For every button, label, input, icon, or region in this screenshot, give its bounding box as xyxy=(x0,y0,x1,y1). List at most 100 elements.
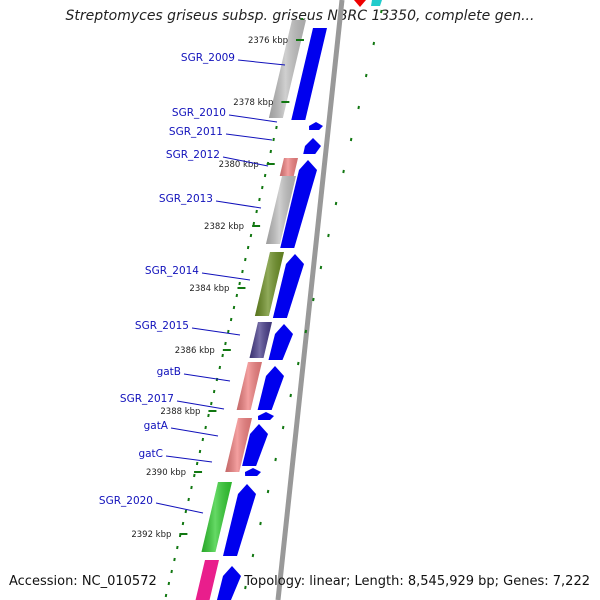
scale-tick-label: 2382 kbp xyxy=(204,222,244,232)
gene-leader-line xyxy=(201,272,251,281)
gene-label: SGR_2013 xyxy=(159,193,213,205)
gene-block-shade xyxy=(279,158,298,176)
gene-leader-line xyxy=(170,427,219,437)
scale-tick-label: 2378 kbp xyxy=(233,98,273,108)
gene-leader-line xyxy=(222,156,269,167)
forward-arrow xyxy=(223,484,256,556)
ruler-dot xyxy=(164,593,168,598)
outer-track-dot xyxy=(372,41,376,46)
outer-track-dot xyxy=(281,425,285,430)
ruler-dot xyxy=(249,233,253,238)
ruler-dot xyxy=(229,317,233,322)
topology-text: Topology: linear; Length: 8,545,929 bp; … xyxy=(244,574,590,589)
gene-leader-line xyxy=(228,114,278,123)
scale-tick-label: 2388 kbp xyxy=(160,407,200,417)
ruler-dot xyxy=(272,137,275,142)
outer-track-dot xyxy=(266,489,270,494)
forward-arrow xyxy=(257,366,284,410)
outer-track-dot xyxy=(304,329,308,334)
gene-leader-line xyxy=(225,133,273,141)
forward-arrow xyxy=(280,160,317,248)
ruler-dot xyxy=(258,197,261,202)
gene-label: SGR_2011 xyxy=(169,126,223,138)
ruler-dot xyxy=(204,425,207,430)
ruler-dot xyxy=(207,413,210,418)
gene-label: SGR_2020 xyxy=(99,495,153,507)
scale-tick-label: 2392 kbp xyxy=(131,530,171,540)
genome-title: Streptomyces griseus subsp. griseus NBRC… xyxy=(65,8,535,24)
gene-label: gatA xyxy=(144,420,169,432)
ruler-dot xyxy=(241,269,244,274)
gene-block xyxy=(195,560,219,600)
forward-arrow xyxy=(291,28,327,120)
outer-track-dot xyxy=(274,457,277,462)
gene-leader-line xyxy=(215,200,262,209)
outer-track-dot xyxy=(334,201,338,206)
top-feature-cyan xyxy=(371,0,382,6)
ruler-dot xyxy=(173,557,176,562)
gene-label: SGR_2017 xyxy=(120,393,174,405)
forward-arrow xyxy=(309,122,323,130)
gene-label: gatB xyxy=(157,366,181,378)
ruler-dot xyxy=(224,341,227,346)
outer-track-dot xyxy=(312,297,315,302)
ruler-dot xyxy=(255,209,258,214)
ruler-dot xyxy=(198,449,202,454)
outer-track-dot xyxy=(380,9,383,14)
gene-label: SGR_2015 xyxy=(135,320,189,332)
ruler-dot xyxy=(227,329,230,334)
gene-label: SGR_2014 xyxy=(145,265,199,277)
gene-label: gatC xyxy=(138,448,163,460)
gene-leader-line xyxy=(191,327,241,336)
scale-tick-label: 2384 kbp xyxy=(189,284,229,294)
scale-tick-label: 2390 kbp xyxy=(146,468,186,478)
ruler-dot xyxy=(184,509,188,514)
scale-tick-label: 2380 kbp xyxy=(219,160,259,170)
ruler-dot xyxy=(244,257,247,262)
gene-label: SGR_2012 xyxy=(166,149,220,161)
scale-tick-label: 2376 kbp xyxy=(248,36,288,46)
ruler-dot xyxy=(170,569,173,574)
outer-track-dot xyxy=(251,553,255,558)
top-feature-red xyxy=(354,0,366,7)
gene-leader-line xyxy=(237,59,286,66)
outer-track-dot xyxy=(349,137,353,142)
ruler-dot xyxy=(221,353,224,358)
ruler-dot xyxy=(275,125,278,130)
outer-track-dot xyxy=(319,265,323,270)
forward-arrow xyxy=(303,138,321,154)
gene-leader-line xyxy=(165,455,213,463)
outer-track-dot xyxy=(342,169,345,174)
gene-block-shade xyxy=(236,362,262,410)
gene-block-shade xyxy=(254,252,284,316)
accession-text: Accession: NC_010572 xyxy=(9,574,157,589)
scale-tick-label: 2386 kbp xyxy=(175,346,215,356)
gene-block-shade xyxy=(225,418,252,472)
ruler-dot xyxy=(201,437,205,442)
ruler-dot xyxy=(232,305,236,310)
backbone-line xyxy=(275,0,345,600)
ruler-dot xyxy=(246,245,250,250)
ruler-dot xyxy=(218,365,222,370)
forward-arrow xyxy=(245,468,261,476)
ruler-dot xyxy=(252,221,256,226)
ruler-dot xyxy=(261,185,264,190)
ruler-dot xyxy=(269,149,273,154)
ruler-dot xyxy=(193,473,196,478)
forward-arrow xyxy=(258,412,274,420)
ruler-dot xyxy=(176,545,179,550)
outer-track-dot xyxy=(259,521,262,526)
gene-leader-line xyxy=(183,373,231,382)
ruler-dot xyxy=(212,389,216,394)
ruler-dot xyxy=(238,281,241,286)
gene-leader-line xyxy=(176,400,225,410)
ruler-dot xyxy=(235,293,239,298)
ruler-dot xyxy=(190,485,193,490)
forward-arrow xyxy=(268,324,293,360)
gene-label: SGR_2010 xyxy=(172,107,226,119)
ruler-dot xyxy=(210,401,213,406)
gene-block-shade xyxy=(265,176,296,244)
ruler-dot xyxy=(167,581,171,586)
gene-leader-line xyxy=(155,502,204,514)
outer-track-dot xyxy=(296,361,300,366)
